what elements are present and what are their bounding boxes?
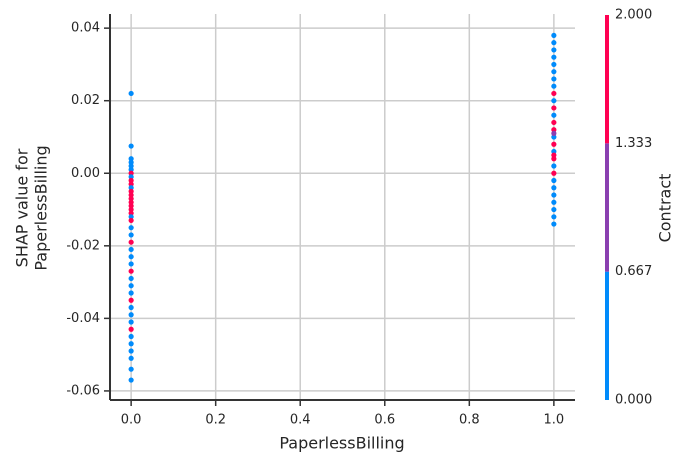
point	[551, 192, 557, 198]
point	[128, 239, 134, 245]
x-tick-label: 0.0	[121, 413, 142, 428]
point	[128, 185, 134, 191]
colorbar-segment	[605, 143, 609, 272]
point	[128, 366, 134, 372]
point	[128, 192, 134, 198]
point	[551, 163, 557, 169]
point	[551, 141, 557, 147]
y-tick-label: -0.04	[66, 311, 100, 326]
point	[551, 134, 557, 140]
point	[551, 130, 557, 136]
point	[128, 163, 134, 169]
point	[551, 32, 557, 39]
point	[128, 225, 134, 231]
point	[551, 98, 557, 104]
point	[551, 119, 557, 126]
point	[128, 275, 134, 282]
point	[551, 112, 557, 118]
x-tick-label: 0.4	[290, 413, 311, 428]
point	[128, 156, 134, 162]
point	[128, 283, 134, 289]
y-axis-label: PaperlessBilling	[32, 145, 51, 270]
x-tick-label: 1.0	[544, 413, 565, 428]
point	[551, 54, 557, 60]
point	[128, 174, 134, 180]
point	[128, 217, 134, 224]
x-tick-label: 0.2	[205, 413, 226, 428]
point	[128, 210, 134, 216]
point	[551, 185, 557, 191]
point	[551, 221, 557, 227]
point	[551, 40, 557, 46]
point	[128, 203, 134, 209]
point	[551, 152, 557, 158]
point	[551, 214, 557, 220]
point	[128, 159, 134, 165]
point	[128, 355, 134, 361]
x-axis-label: PaperlessBilling	[279, 434, 404, 453]
point	[551, 177, 557, 184]
point	[128, 167, 134, 173]
point	[551, 199, 557, 205]
point	[128, 188, 134, 195]
point	[128, 377, 134, 383]
point	[128, 290, 134, 296]
y-axis-label: SHAP value for	[13, 148, 32, 267]
y-tick-label: 0.02	[71, 93, 100, 108]
point	[551, 47, 557, 53]
point	[128, 348, 134, 354]
point	[128, 319, 134, 325]
colorbar-label: Contract	[656, 174, 675, 243]
point	[551, 76, 557, 82]
colorbar-segment	[605, 15, 609, 144]
colorbar-segment	[605, 271, 609, 400]
point	[551, 156, 557, 162]
y-tick-label: -0.06	[66, 383, 100, 398]
point	[551, 83, 557, 89]
point	[551, 206, 557, 213]
x-tick-label: 0.8	[459, 413, 480, 428]
colorbar-tick-label: 0.667	[615, 264, 652, 279]
point	[128, 254, 134, 260]
point	[128, 261, 134, 267]
point	[551, 105, 557, 111]
point	[128, 196, 134, 202]
point	[128, 304, 134, 311]
point	[128, 341, 134, 347]
colorbar-tick-label: 1.333	[615, 136, 652, 151]
colorbar-tick-label: 0.000	[615, 393, 652, 408]
point	[128, 143, 134, 149]
point	[128, 177, 134, 184]
point	[128, 90, 134, 97]
point	[128, 199, 134, 205]
point	[128, 312, 134, 318]
point	[551, 170, 557, 176]
point	[551, 127, 557, 133]
point	[128, 333, 134, 340]
point	[551, 90, 557, 97]
point	[128, 326, 134, 332]
point	[128, 206, 134, 213]
point	[128, 181, 134, 187]
point	[128, 297, 134, 303]
point	[128, 232, 134, 238]
point	[128, 214, 134, 220]
point	[551, 69, 557, 75]
y-tick-label: 0.00	[71, 166, 100, 181]
point	[551, 61, 557, 68]
point	[551, 148, 557, 155]
y-tick-label: 0.04	[71, 21, 100, 36]
colorbar-tick-label: 2.000	[615, 8, 652, 23]
point	[128, 268, 134, 274]
point	[128, 170, 134, 176]
y-tick-label: -0.02	[66, 238, 100, 253]
point	[128, 246, 134, 253]
x-tick-label: 0.6	[374, 413, 395, 428]
